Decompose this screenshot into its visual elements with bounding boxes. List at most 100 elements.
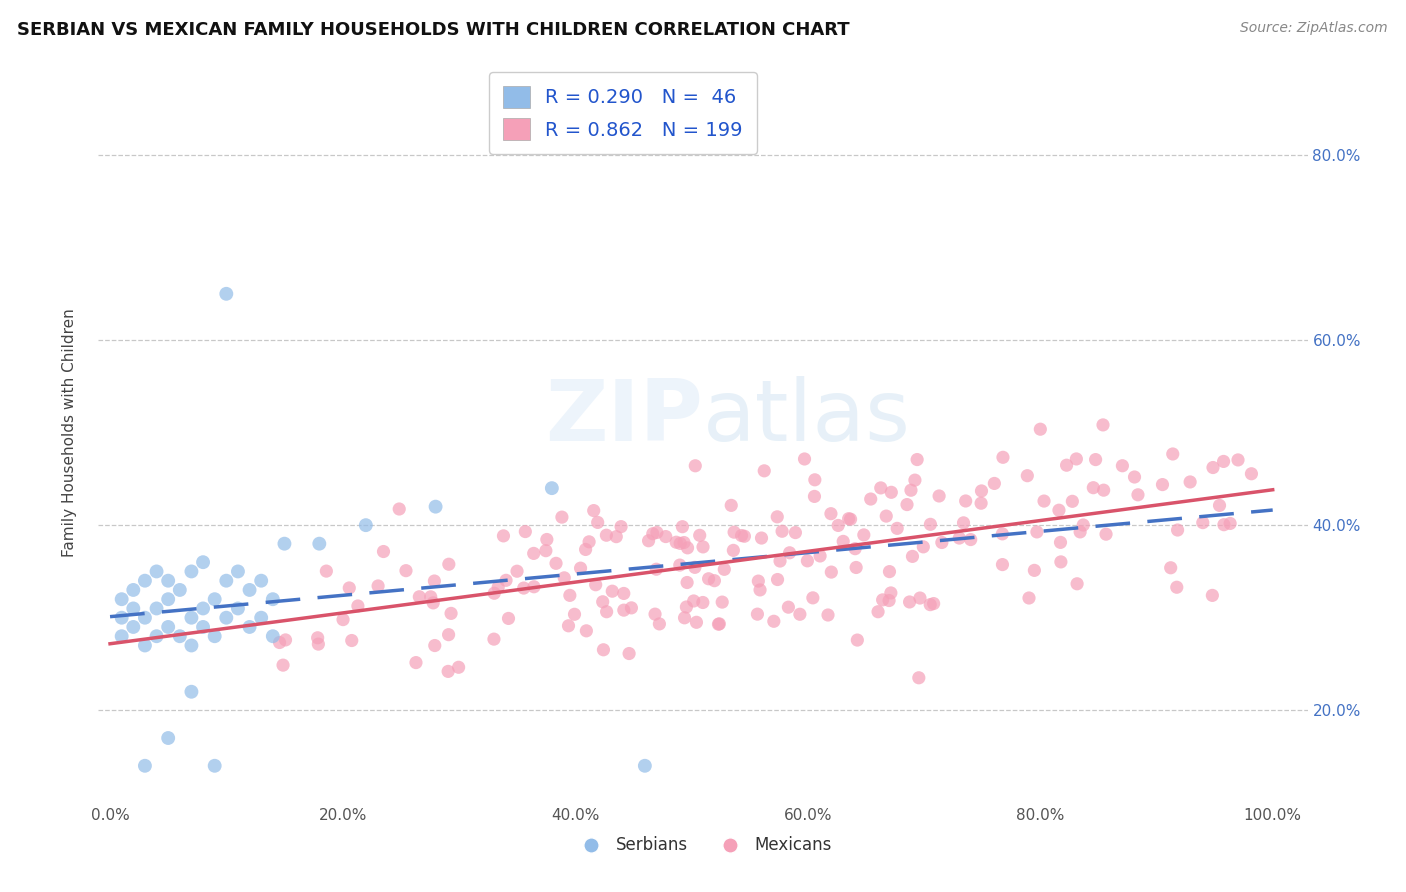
Point: [875, 509, 897, 524]
Point: [423, 639, 446, 653]
Point: [134, 574, 156, 588]
Point: [373, 544, 395, 558]
Point: [1212, 454, 1234, 468]
Point: [111, 629, 134, 643]
Point: [1050, 555, 1073, 569]
Point: [613, 586, 636, 600]
Point: [273, 536, 295, 550]
Point: [671, 519, 693, 533]
Point: [852, 528, 875, 542]
Point: [1047, 503, 1070, 517]
Point: [337, 581, 360, 595]
Point: [482, 632, 505, 647]
Point: [723, 525, 745, 540]
Point: [274, 632, 297, 647]
Point: [1202, 460, 1225, 475]
Point: [226, 601, 249, 615]
Point: [641, 526, 664, 541]
Point: [1066, 452, 1088, 467]
Point: [506, 564, 529, 578]
Point: [536, 533, 558, 547]
Point: [1219, 516, 1241, 531]
Point: [145, 565, 167, 579]
Point: [645, 562, 668, 576]
Point: [617, 647, 640, 661]
Point: [307, 631, 329, 645]
Point: [778, 600, 800, 615]
Point: [513, 581, 536, 595]
Point: [308, 536, 330, 550]
Point: [307, 637, 329, 651]
Point: [1017, 468, 1039, 483]
Point: [754, 464, 776, 478]
Point: [675, 599, 697, 614]
Point: [419, 590, 441, 604]
Point: [239, 620, 262, 634]
Point: [952, 516, 974, 530]
Point: [1212, 517, 1234, 532]
Point: [271, 658, 294, 673]
Point: [908, 591, 931, 605]
Point: [204, 592, 226, 607]
Point: [672, 535, 695, 549]
Point: [354, 518, 377, 533]
Point: [676, 541, 699, 555]
Point: [901, 549, 924, 564]
Point: [558, 588, 581, 602]
Point: [145, 629, 167, 643]
Point: [1227, 453, 1250, 467]
Point: [793, 452, 815, 467]
Point: [523, 580, 546, 594]
Point: [880, 485, 903, 500]
Point: [180, 610, 202, 624]
Point: [785, 525, 807, 540]
Point: [637, 533, 659, 548]
Point: [180, 565, 202, 579]
Point: [751, 531, 773, 545]
Point: [720, 499, 742, 513]
Point: [1111, 458, 1133, 473]
Point: [779, 546, 801, 560]
Point: [1033, 494, 1056, 508]
Point: [747, 574, 769, 588]
Point: [610, 519, 633, 533]
Point: [157, 592, 180, 607]
Point: [388, 502, 411, 516]
Point: [215, 286, 238, 301]
Point: [991, 558, 1014, 572]
Point: [844, 541, 866, 556]
Point: [204, 758, 226, 772]
Point: [613, 603, 636, 617]
Point: [395, 564, 418, 578]
Point: [553, 571, 575, 585]
Point: [367, 579, 389, 593]
Point: [1083, 481, 1105, 495]
Point: [845, 560, 868, 574]
Point: [204, 629, 226, 643]
Point: [900, 483, 922, 498]
Text: Source: ZipAtlas.com: Source: ZipAtlas.com: [1240, 21, 1388, 35]
Point: [868, 605, 890, 619]
Point: [886, 521, 908, 535]
Point: [495, 574, 517, 588]
Point: [191, 620, 214, 634]
Point: [585, 578, 607, 592]
Point: [605, 530, 627, 544]
Point: [1092, 483, 1115, 498]
Text: SERBIAN VS MEXICAN FAMILY HOUSEHOLDS WITH CHILDREN CORRELATION CHART: SERBIAN VS MEXICAN FAMILY HOUSEHOLDS WIT…: [17, 21, 849, 38]
Point: [991, 450, 1014, 465]
Point: [676, 575, 699, 590]
Point: [896, 498, 918, 512]
Point: [665, 535, 688, 549]
Point: [766, 573, 789, 587]
Point: [645, 525, 668, 540]
Point: [486, 580, 509, 594]
Point: [1126, 488, 1149, 502]
Point: [111, 592, 134, 607]
Point: [803, 490, 825, 504]
Point: [437, 627, 460, 641]
Point: [340, 633, 363, 648]
Point: [685, 458, 707, 473]
Point: [540, 481, 562, 495]
Point: [644, 607, 666, 621]
